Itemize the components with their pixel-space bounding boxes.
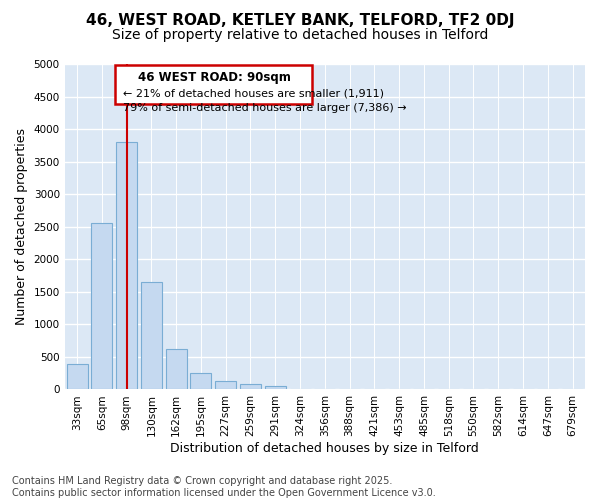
Y-axis label: Number of detached properties: Number of detached properties xyxy=(15,128,28,325)
Bar xyxy=(265,386,286,390)
Bar xyxy=(240,384,261,390)
Text: 46, WEST ROAD, KETLEY BANK, TELFORD, TF2 0DJ: 46, WEST ROAD, KETLEY BANK, TELFORD, TF2… xyxy=(86,12,514,28)
Text: Size of property relative to detached houses in Telford: Size of property relative to detached ho… xyxy=(112,28,488,42)
Text: Contains HM Land Registry data © Crown copyright and database right 2025.
Contai: Contains HM Land Registry data © Crown c… xyxy=(12,476,436,498)
Bar xyxy=(91,224,112,390)
Text: 46 WEST ROAD: 90sqm: 46 WEST ROAD: 90sqm xyxy=(137,70,290,84)
Bar xyxy=(166,349,187,390)
Bar xyxy=(141,282,162,390)
Bar xyxy=(190,373,211,390)
X-axis label: Distribution of detached houses by size in Telford: Distribution of detached houses by size … xyxy=(170,442,479,455)
Bar xyxy=(215,381,236,390)
Text: ← 21% of detached houses are smaller (1,911): ← 21% of detached houses are smaller (1,… xyxy=(123,88,384,99)
Bar xyxy=(116,142,137,390)
FancyBboxPatch shape xyxy=(115,66,313,104)
Text: 79% of semi-detached houses are larger (7,386) →: 79% of semi-detached houses are larger (… xyxy=(123,103,407,113)
Bar xyxy=(67,364,88,390)
